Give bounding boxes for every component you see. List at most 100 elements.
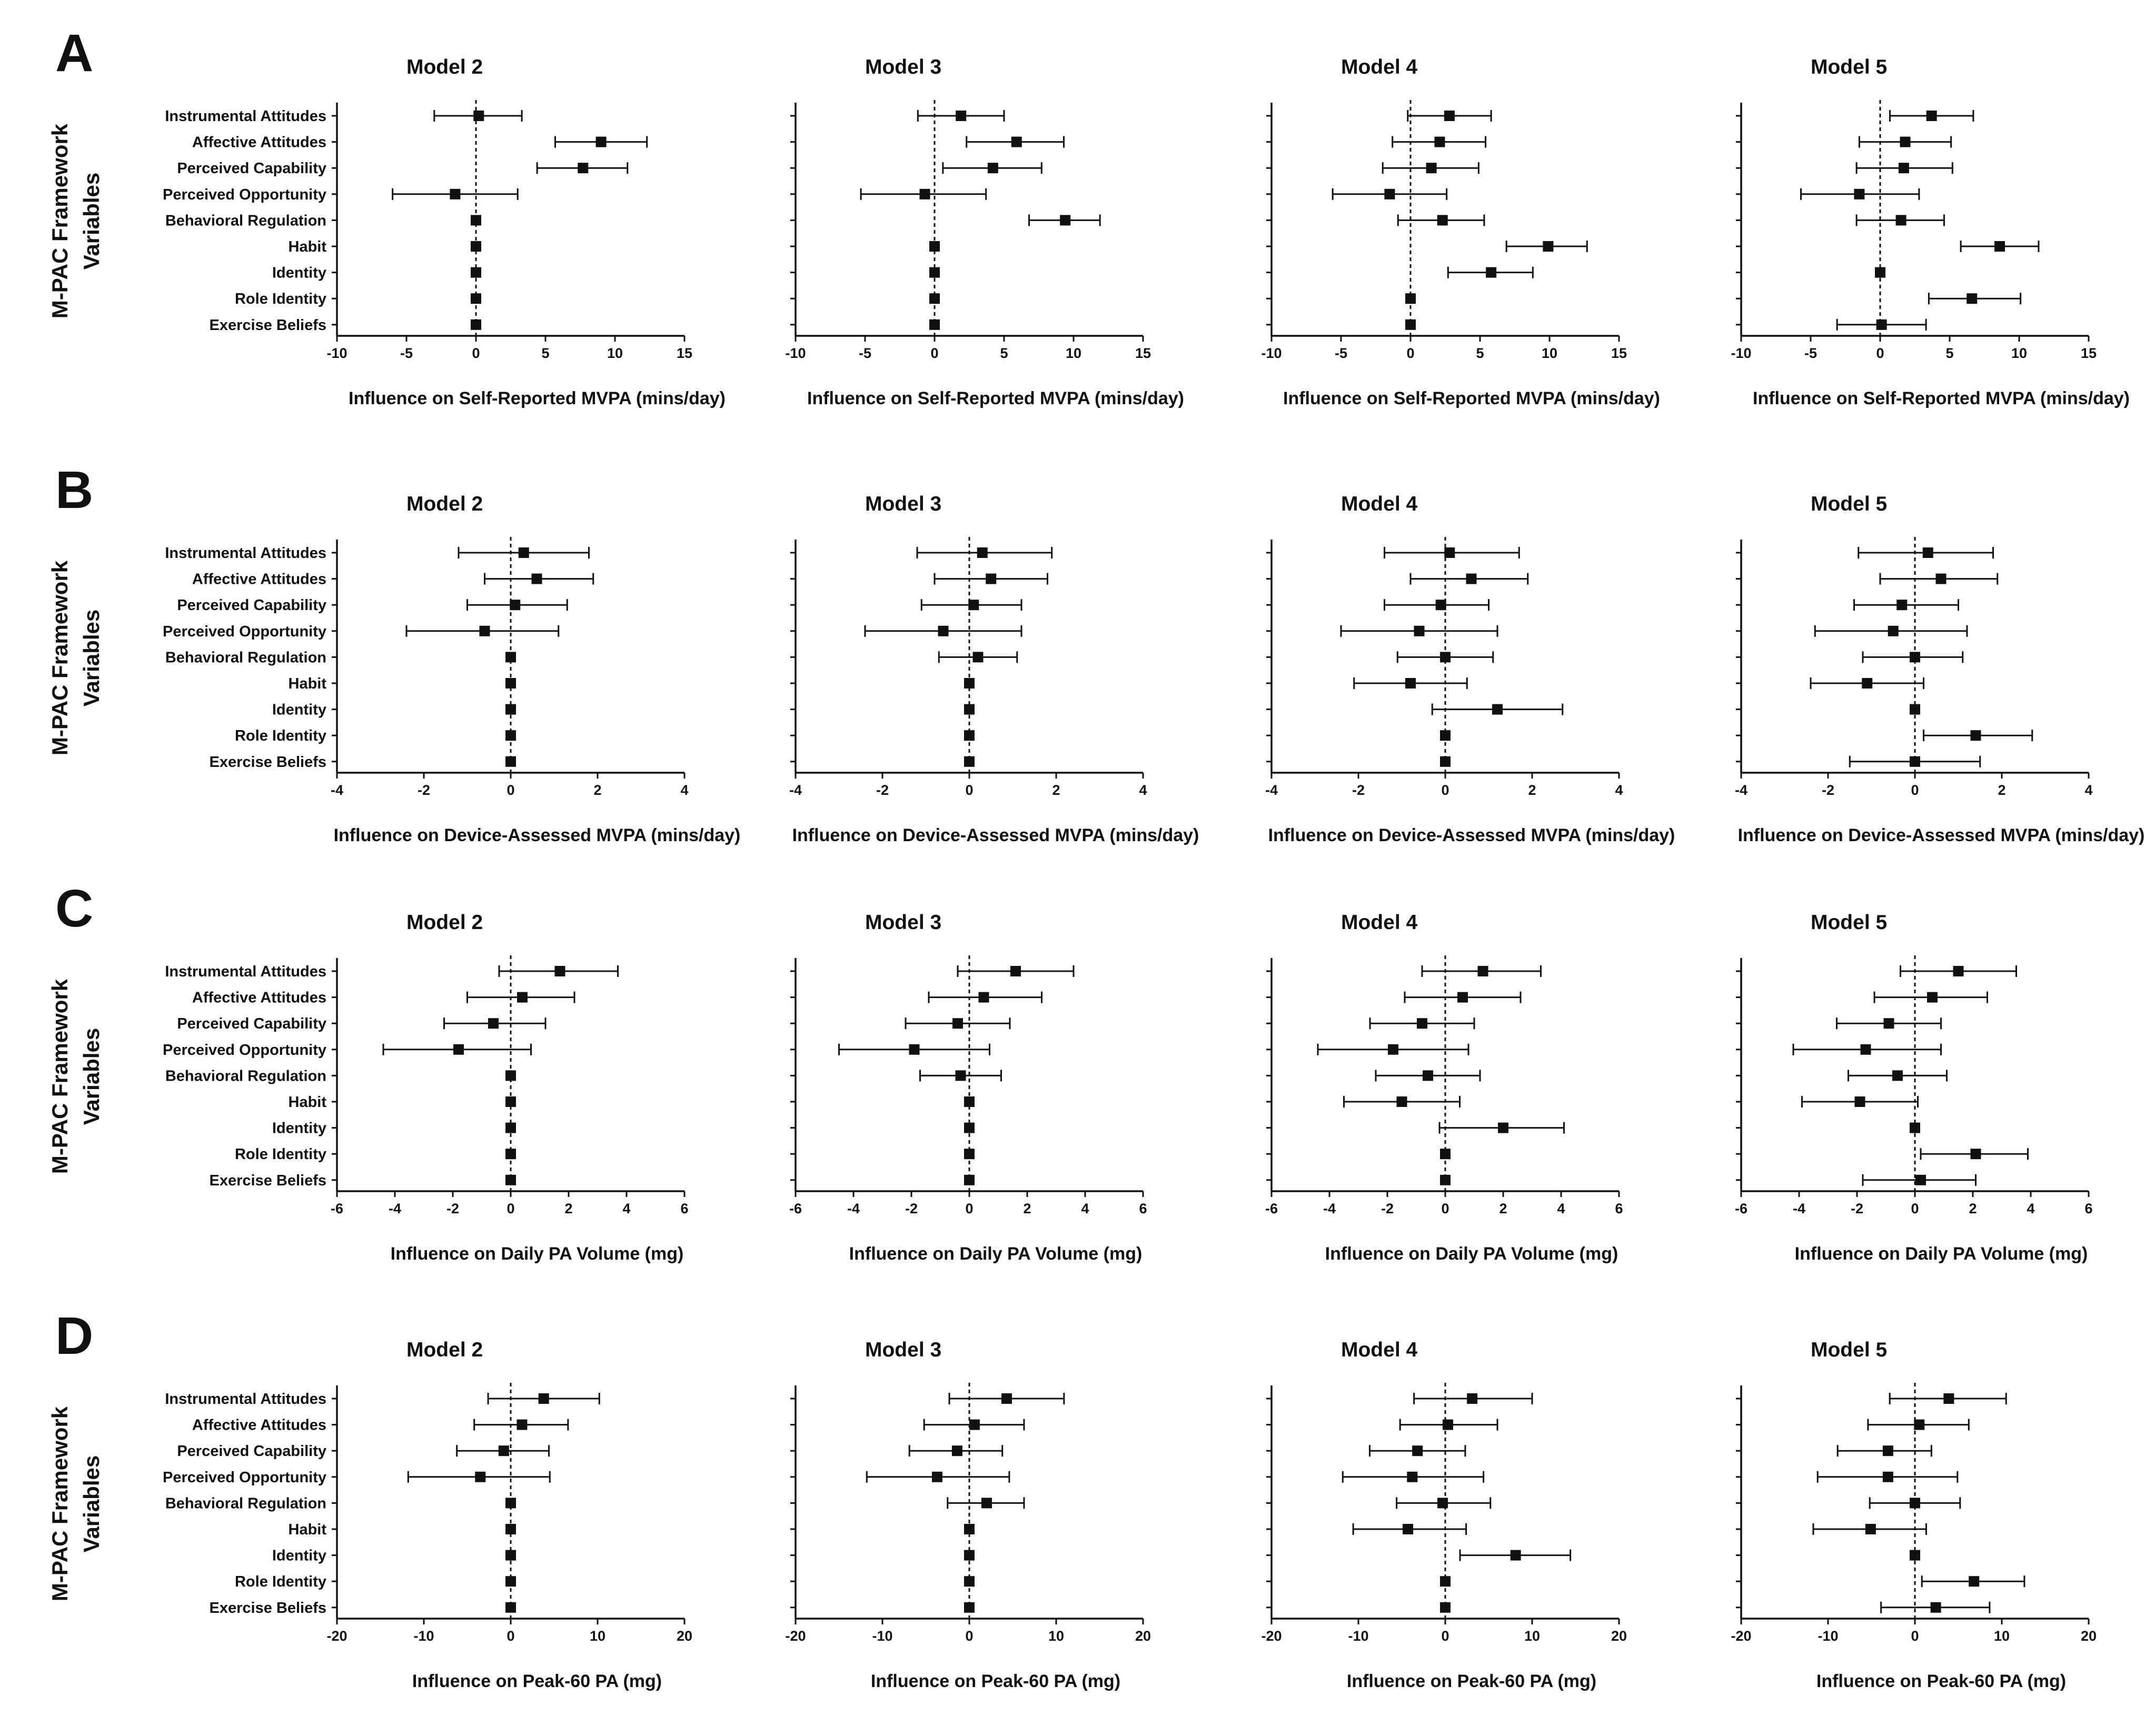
point-estimate [964,704,975,715]
x-tick-label: 0 [1911,1201,1919,1216]
x-tick-label: -4 [1323,1201,1336,1216]
point-estimate [964,1096,975,1107]
point-estimate [1467,1393,1478,1404]
point-estimate [1440,1602,1451,1613]
point-estimate [1910,1550,1920,1561]
category-label: Instrumental Attitudes [165,1391,326,1408]
category-label: Identity [272,1548,326,1564]
category-label: Exercise Beliefs [210,1172,326,1189]
point-estimate [1440,1149,1451,1160]
point-estimate [1434,136,1445,147]
x-tick-label: 0 [1911,782,1919,798]
x-tick-label: 2 [593,782,601,798]
point-estimate [1862,678,1873,689]
point-estimate [1486,267,1497,278]
x-tick-label: 10 [1066,345,1081,361]
point-estimate [1423,1070,1433,1081]
category-label: Perceived Capability [177,1015,326,1032]
x-axis-title: Influence on Device-Assessed MVPA (mins/… [334,825,741,845]
point-estimate [505,1550,516,1561]
point-estimate [1910,756,1920,767]
x-tick-label: -10 [785,345,806,361]
x-axis-title: Influence on Peak-60 PA (mg) [412,1671,662,1691]
point-estimate [1437,215,1448,226]
point-estimate [1953,966,1964,976]
point-estimate [505,704,516,715]
x-tick-label: 2 [564,1201,572,1216]
model-title: Model 5 [1811,56,1887,78]
point-estimate [1943,1393,1954,1404]
x-tick-label: -4 [389,1201,401,1216]
point-estimate [505,756,516,767]
x-axis-title: Influence on Self-Reported MVPA (mins/da… [1753,388,2130,408]
category-label: Exercise Beliefs [210,1600,326,1617]
category-label: Affective Attitudes [192,134,326,151]
point-estimate [1895,215,1906,226]
y-axis-label-line1: M-PAC Framework [47,979,72,1174]
model-title: Model 5 [1811,1339,1887,1361]
category-label: Identity [272,702,326,719]
point-estimate [554,966,565,976]
point-estimate [909,1044,920,1055]
x-tick-label: 15 [677,345,692,361]
point-estimate [968,600,979,611]
category-label: Instrumental Attitudes [165,963,326,980]
point-estimate [1910,1498,1920,1509]
point-estimate [510,600,521,611]
point-estimate [450,188,461,199]
x-tick-label: -6 [1735,1201,1747,1216]
point-estimate [1888,625,1899,636]
point-estimate [505,1602,516,1613]
model-title: Model 2 [406,1339,483,1361]
point-estimate [453,1044,464,1055]
y-axis-label-line2: Variables [79,1455,104,1552]
point-estimate [1930,1602,1941,1613]
x-tick-label: -2 [905,1201,918,1216]
model-title: Model 5 [1811,493,1887,515]
point-estimate [1860,1044,1871,1055]
x-tick-label: 10 [1048,1628,1064,1644]
x-tick-label: 2 [1023,1201,1031,1216]
x-axis-title: Influence on Daily PA Volume (mg) [391,1244,684,1264]
x-tick-label: -2 [1352,782,1365,798]
category-label: Affective Attitudes [192,990,326,1006]
model-title: Model 3 [865,911,941,934]
x-axis-title: Influence on Peak-60 PA (mg) [1816,1671,2066,1691]
model-title: Model 3 [865,56,941,78]
point-estimate [517,1419,528,1430]
point-estimate [1865,1524,1876,1534]
x-tick-label: 6 [2084,1201,2092,1216]
y-axis-label-line2: Variables [79,1028,104,1125]
point-estimate [1440,1576,1451,1587]
x-tick-label: -20 [326,1628,347,1644]
point-estimate [471,215,481,226]
x-tick-label: -10 [326,345,347,361]
x-tick-label: 10 [1524,1628,1540,1644]
point-estimate [1440,730,1451,741]
category-label: Behavioral Regulation [165,212,326,229]
point-estimate [1970,1149,1981,1160]
point-estimate [964,1576,975,1587]
x-tick-label: 15 [1611,345,1627,361]
point-estimate [1876,319,1887,330]
x-tick-label: 6 [680,1201,688,1216]
x-tick-label: -5 [859,345,871,361]
category-label: Role Identity [235,1146,326,1163]
point-estimate [578,163,589,174]
model-title: Model 2 [406,56,483,78]
point-estimate [505,730,516,741]
point-estimate [929,267,940,278]
x-tick-label: -4 [1265,782,1278,798]
y-axis-label-line1: M-PAC Framework [47,123,72,318]
point-estimate [1994,241,2005,252]
x-tick-label: -5 [1335,345,1347,361]
point-estimate [929,319,940,330]
point-estimate [505,1498,516,1509]
point-estimate [951,1445,962,1456]
category-label: Habit [289,238,327,255]
point-estimate [1935,573,1947,584]
x-axis-title: Influence on Self-Reported MVPA (mins/da… [349,388,726,408]
x-tick-label: -2 [1851,1201,1863,1216]
category-label: Perceived Capability [177,597,326,614]
